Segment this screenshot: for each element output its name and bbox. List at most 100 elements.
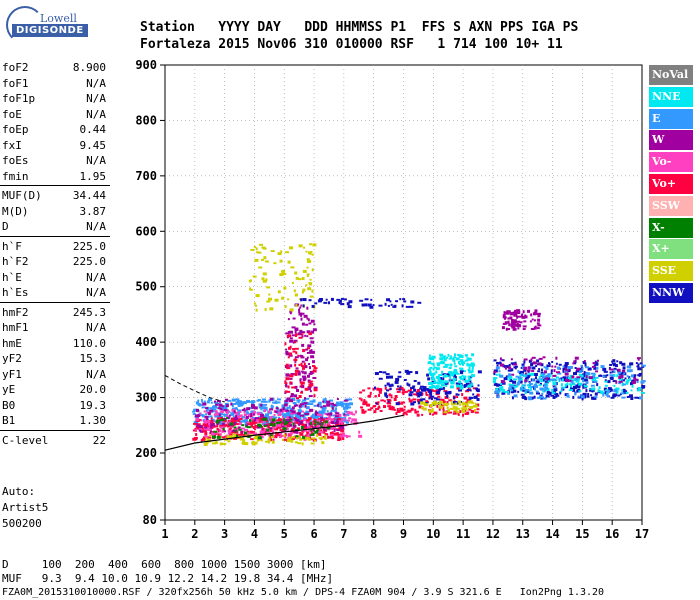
- echo-point: [321, 421, 324, 425]
- parameter-name: h`F2: [2, 255, 29, 268]
- echo-point: [465, 355, 468, 358]
- echo-point: [530, 313, 533, 317]
- echo-point: [314, 410, 317, 413]
- echo-point: [449, 375, 452, 379]
- echo-point: [589, 388, 592, 391]
- echo-point: [439, 403, 442, 407]
- echo-point: [222, 424, 226, 428]
- echo-point: [437, 395, 441, 398]
- echo-point: [284, 421, 288, 425]
- echo-point: [241, 430, 244, 434]
- echo-point: [567, 376, 572, 380]
- echo-point: [444, 391, 448, 395]
- echo-point: [297, 332, 302, 336]
- echo-point: [210, 401, 213, 404]
- echo-point: [422, 388, 425, 391]
- echo-point: [255, 304, 258, 307]
- echo-point: [298, 423, 301, 426]
- header-line-1: Station YYYY DAY DDD HHMMSS P1 FFS S AXN…: [140, 20, 579, 35]
- echo-point: [256, 251, 260, 254]
- echo-point: [476, 390, 480, 393]
- echo-point: [247, 435, 250, 438]
- echo-point: [507, 376, 512, 379]
- echo-point: [400, 402, 404, 405]
- echo-point: [313, 323, 316, 326]
- echo-point: [232, 433, 237, 436]
- echo-point: [309, 370, 314, 374]
- echo-point: [533, 373, 538, 377]
- echo-point: [436, 404, 439, 408]
- parameter-separator: [0, 184, 110, 188]
- echo-point: [417, 381, 421, 385]
- echo-point: [516, 315, 519, 319]
- echo-point: [285, 409, 290, 412]
- echo-point: [318, 298, 323, 302]
- echo-point: [520, 389, 523, 392]
- parameter-value: 8.900: [72, 61, 106, 74]
- echo-point: [542, 356, 546, 359]
- echo-point: [331, 431, 334, 435]
- echo-point: [310, 432, 314, 436]
- echo-point: [202, 423, 206, 427]
- echo-point: [220, 426, 225, 430]
- echo-point: [347, 413, 350, 417]
- echo-point: [469, 385, 472, 389]
- echo-point: [470, 410, 474, 414]
- echo-point: [308, 383, 313, 387]
- echo-point: [459, 355, 464, 359]
- parameter-name: yE: [2, 383, 16, 396]
- echo-point: [466, 362, 469, 366]
- echo-point: [468, 377, 472, 381]
- echo-point: [468, 407, 472, 411]
- echo-point: [572, 385, 577, 389]
- echo-point: [337, 437, 342, 441]
- echo-point: [583, 378, 588, 382]
- echo-point: [220, 409, 224, 413]
- echo-point: [271, 429, 274, 433]
- echo-point: [296, 415, 301, 419]
- echo-point: [384, 394, 388, 397]
- echo-point: [449, 363, 453, 367]
- echo-point: [434, 403, 437, 406]
- echo-point: [555, 394, 560, 397]
- echo-point: [511, 373, 515, 376]
- echo-point: [263, 429, 266, 432]
- x-tick-label: 17: [635, 527, 649, 541]
- echo-point: [466, 385, 469, 388]
- echo-point: [301, 410, 304, 413]
- echo-point: [323, 428, 327, 431]
- echo-point: [280, 250, 283, 254]
- echo-point: [227, 416, 230, 419]
- echo-point: [281, 296, 285, 300]
- echo-point: [468, 370, 473, 373]
- echo-point: [555, 356, 558, 360]
- echo-point: [297, 435, 301, 438]
- echo-point: [217, 433, 220, 437]
- echo-point: [389, 300, 392, 303]
- echo-point: [311, 426, 316, 429]
- echo-point: [584, 362, 587, 365]
- echo-point: [342, 436, 345, 440]
- echo-point: [270, 405, 274, 408]
- echo-point: [287, 413, 292, 417]
- echo-point: [305, 323, 309, 326]
- echo-point: [431, 377, 436, 381]
- echo-point: [224, 438, 228, 441]
- echo-point: [536, 392, 541, 395]
- echo-point: [586, 372, 591, 376]
- echo-point: [223, 417, 227, 420]
- echo-point: [434, 400, 437, 403]
- echo-point: [253, 432, 258, 436]
- parameter-row-yf2: yF2 15.3: [0, 351, 110, 367]
- echo-point: [555, 381, 558, 385]
- echo-point: [201, 406, 206, 409]
- echo-point: [459, 370, 464, 373]
- echo-point: [350, 412, 354, 415]
- echo-point: [536, 312, 541, 315]
- parameter-name: foF2: [2, 61, 29, 74]
- echo-point: [428, 371, 431, 375]
- echo-point: [512, 389, 517, 393]
- echo-point: [269, 429, 273, 432]
- echo-point: [578, 370, 582, 374]
- echo-point: [225, 404, 229, 408]
